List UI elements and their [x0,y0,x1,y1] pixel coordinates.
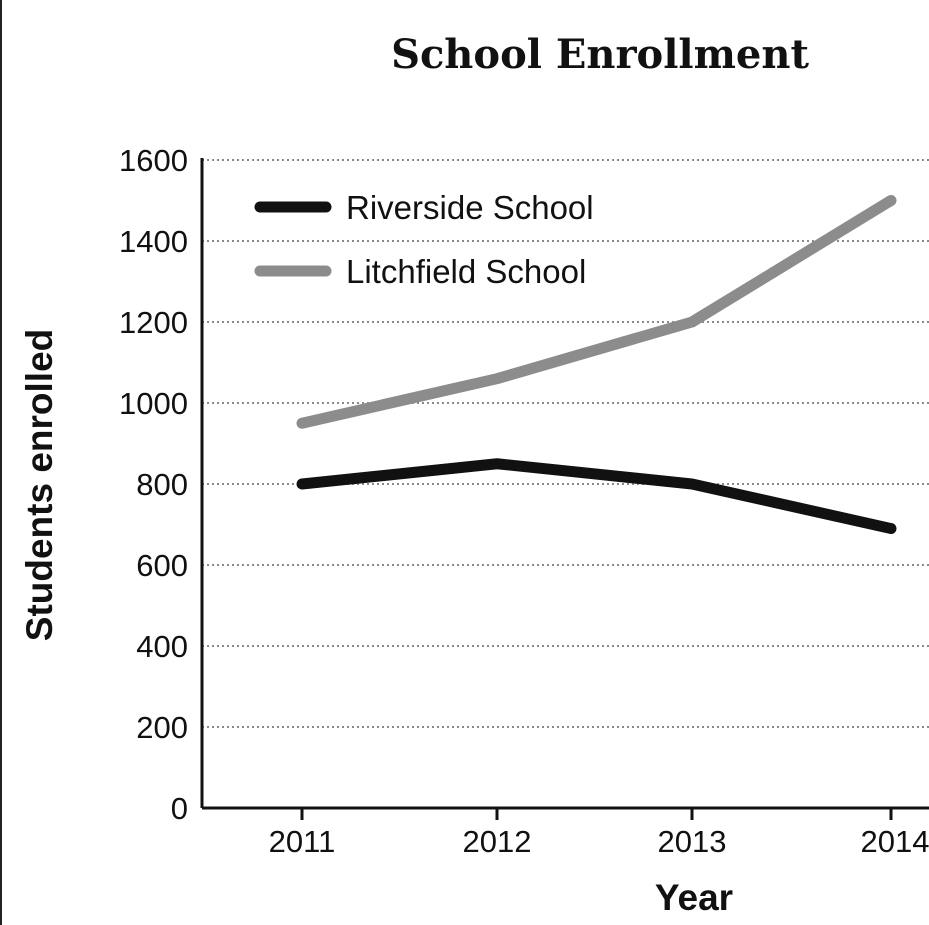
y-tick-label: 1000 [119,386,188,421]
chart-title: School Enrollment [391,31,809,78]
legend: Riverside School Litchfield School [254,189,594,290]
y-tick-labels: 0 200 400 600 800 1000 1200 1400 1600 [119,143,188,826]
y-tick-label: 1400 [119,224,188,259]
y-tick-label: 800 [136,467,188,502]
x-axis-label: Year [655,877,733,918]
y-tick-label: 400 [136,629,188,664]
legend-label: Riverside School [346,189,594,226]
y-tick-label: 600 [136,548,188,583]
legend-label: Litchfield School [346,253,586,290]
y-tick-label: 1600 [119,143,188,178]
y-tick-label: 1200 [119,305,188,340]
x-tick-label: 2013 [658,824,727,859]
series-lines [296,195,897,535]
x-tick-label: 2012 [463,824,532,859]
series-line-1 [296,458,897,535]
axes [200,158,929,820]
y-axis-label: Students enrolled [19,329,60,641]
y-tick-label: 200 [136,710,188,745]
series-line-2 [296,195,897,429]
x-tick-label: 2014 [861,824,929,859]
x-tick-labels: 2011 2012 2013 2014 [269,824,929,859]
x-tick-label: 2011 [269,824,336,859]
y-tick-label: 0 [171,791,188,826]
